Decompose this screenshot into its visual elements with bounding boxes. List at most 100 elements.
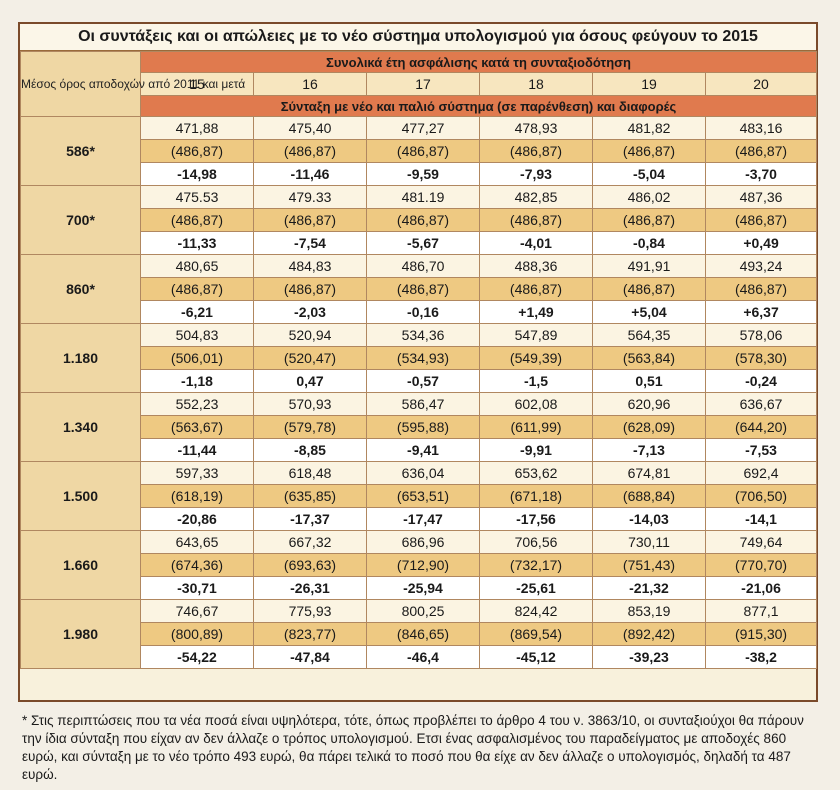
new-value-cell: 471,88 <box>140 116 254 140</box>
diff-value-cell: +1,49 <box>479 300 593 324</box>
old-value-cell: (595,88) <box>366 415 480 439</box>
new-value-cell: 602,08 <box>479 392 593 416</box>
new-pension-row: 1.980 746,67 775,93 800,25 824,42 853,19 877,1 <box>20 599 818 669</box>
new-pension-row: 1.180 504,83 520,94 534,36 547,89 564,35 578,0… <box>20 323 818 393</box>
new-value-cell: 486,70 <box>366 254 480 278</box>
difference-row: -11,33 -7,54 -5,67 -4,01 -0,84 +0,49 <box>20 231 818 255</box>
diff-value-cell: -3,70 <box>704 162 818 186</box>
years-header: Συνολικά έτη ασφάλισης κατά τη συνταξιοδ… <box>139 51 818 73</box>
salary-cell: 1.180 <box>20 323 141 393</box>
diff-value-cell: -26,31 <box>253 576 367 600</box>
old-value-cell: (563,84) <box>592 346 706 370</box>
old-value-cell: (915,30) <box>704 622 818 646</box>
diff-value-cell: -20,86 <box>140 507 254 531</box>
old-value-cell: (823,77) <box>253 622 367 646</box>
old-value-cell: (486,87) <box>253 139 367 163</box>
old-value-cell: (486,87) <box>140 139 254 163</box>
salary-column-header: Μέσος όρος αποδοχών από 2011 και μετά <box>20 51 245 117</box>
footnote: * Στις περιπτώσεις που τα νέα ποσά είναι… <box>22 713 804 782</box>
difference-row: -11,44 -8,85 -9,41 -9,91 -7,13 -7,53 <box>20 438 818 462</box>
new-value-cell: 475.53 <box>140 185 254 209</box>
year-header: 20 <box>704 72 818 96</box>
old-pension-row: (800,89) (823,77) (846,65) (869,54) (892,42)… <box>20 622 818 646</box>
old-value-cell: (671,18) <box>479 484 593 508</box>
diff-value-cell: -39,23 <box>592 645 706 669</box>
old-value-cell: (892,42) <box>592 622 706 646</box>
new-pension-row: 860* 480,65 484,83 486,70 488,36 491,91 493,24 <box>20 254 818 324</box>
new-value-cell: 686,96 <box>366 530 480 554</box>
old-value-cell: (486,87) <box>140 208 254 232</box>
new-value-cell: 578,06 <box>704 323 818 347</box>
difference-row: -1,18 0,47 -0,57 -1,5 0,51 -0,24 <box>20 369 818 393</box>
new-value-cell: 730,11 <box>592 530 706 554</box>
old-value-cell: (486,87) <box>704 208 818 232</box>
old-value-cell: (486,87) <box>704 277 818 301</box>
diff-value-cell: -17,56 <box>479 507 593 531</box>
new-value-cell: 749,64 <box>704 530 818 554</box>
old-value-cell: (800,89) <box>140 622 254 646</box>
old-value-cell: (486,87) <box>366 139 480 163</box>
new-value-cell: 800,25 <box>366 599 480 623</box>
diff-value-cell: -6,21 <box>140 300 254 324</box>
old-value-cell: (693,63) <box>253 553 367 577</box>
diff-value-cell: -25,94 <box>366 576 480 600</box>
pension-table-panel: Οι συντάξεις και οι απώλειες με το νέο σ… <box>18 22 818 702</box>
new-value-cell: 491,91 <box>592 254 706 278</box>
salary-cell: 1.660 <box>20 530 141 600</box>
diff-value-cell: -14,1 <box>704 507 818 531</box>
new-pension-row: 1.340 552,23 570,93 586,47 602,08 620,96 636,6… <box>20 392 818 462</box>
diff-value-cell: -21,32 <box>592 576 706 600</box>
new-value-cell: 824,42 <box>479 599 593 623</box>
diff-value-cell: +5,04 <box>592 300 706 324</box>
diff-value-cell: 0,47 <box>253 369 367 393</box>
diff-value-cell: -17,37 <box>253 507 367 531</box>
new-value-cell: 534,36 <box>366 323 480 347</box>
new-value-cell: 481.19 <box>366 185 480 209</box>
new-value-cell: 482,85 <box>479 185 593 209</box>
old-value-cell: (688,84) <box>592 484 706 508</box>
old-value-cell: (732,17) <box>479 553 593 577</box>
old-value-cell: (770,70) <box>704 553 818 577</box>
new-value-cell: 564,35 <box>592 323 706 347</box>
new-value-cell: 597,33 <box>140 461 254 485</box>
diff-value-cell: -0,84 <box>592 231 706 255</box>
new-pension-row: 700* 475.53 479.33 481.19 482,85 486,02 487,36 <box>20 185 818 255</box>
new-value-cell: 483,16 <box>704 116 818 140</box>
new-pension-row: 1.500 597,33 618,48 636,04 653,62 674,81 692,4 <box>20 461 818 531</box>
diff-value-cell: -7,54 <box>253 231 367 255</box>
salary-cell: 1.500 <box>20 461 141 531</box>
new-value-cell: 552,23 <box>140 392 254 416</box>
year-header: 19 <box>592 72 706 96</box>
diff-value-cell: -5,04 <box>592 162 706 186</box>
table-body: 586* 471,88 475,40 477,27 478,93 481,82 483,16… <box>20 116 818 669</box>
old-value-cell: (486,87) <box>253 277 367 301</box>
new-value-cell: 480,65 <box>140 254 254 278</box>
old-value-cell: (628,09) <box>592 415 706 439</box>
diff-value-cell: -8,85 <box>253 438 367 462</box>
old-value-cell: (712,90) <box>366 553 480 577</box>
new-value-cell: 618,48 <box>253 461 367 485</box>
new-value-cell: 586,47 <box>366 392 480 416</box>
diff-value-cell: -1,18 <box>140 369 254 393</box>
old-pension-row: (486,87) (486,87) (486,87) (486,87) (486,87)… <box>20 208 818 232</box>
new-value-cell: 667,32 <box>253 530 367 554</box>
new-value-cell: 475,40 <box>253 116 367 140</box>
diff-value-cell: -0,16 <box>366 300 480 324</box>
new-value-cell: 653,62 <box>479 461 593 485</box>
diff-value-cell: -45,12 <box>479 645 593 669</box>
old-value-cell: (611,99) <box>479 415 593 439</box>
salary-cell: 700* <box>20 185 141 255</box>
new-value-cell: 620,96 <box>592 392 706 416</box>
old-value-cell: (486,87) <box>479 277 593 301</box>
old-value-cell: (486,87) <box>140 277 254 301</box>
diff-value-cell: +6,37 <box>704 300 818 324</box>
old-value-cell: (644,20) <box>704 415 818 439</box>
new-value-cell: 643,65 <box>140 530 254 554</box>
new-value-cell: 488,36 <box>479 254 593 278</box>
diff-value-cell: -54,22 <box>140 645 254 669</box>
diff-value-cell: -11,33 <box>140 231 254 255</box>
new-value-cell: 481,82 <box>592 116 706 140</box>
new-value-cell: 636,67 <box>704 392 818 416</box>
diff-value-cell: -9,59 <box>366 162 480 186</box>
old-pension-row: (506,01) (520,47) (534,93) (549,39) (563,84)… <box>20 346 818 370</box>
